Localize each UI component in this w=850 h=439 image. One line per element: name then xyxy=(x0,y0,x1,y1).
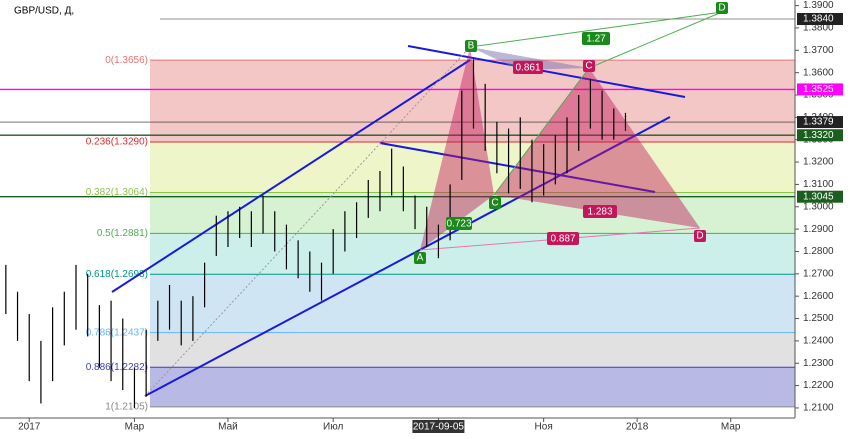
y-tick-label: 1.3200 xyxy=(803,157,834,168)
fib-label: 0.618(1.2698) xyxy=(86,269,148,280)
point-label: C xyxy=(491,198,498,209)
x-tick-label: 2018 xyxy=(626,422,649,433)
x-tick-label: Мар xyxy=(125,422,145,433)
fib-band xyxy=(150,141,795,193)
price-tag-label: 1.3320 xyxy=(803,130,834,141)
fib-label: 1(1.2105) xyxy=(105,401,148,412)
price-tag xyxy=(797,190,843,203)
fib-label: 0.236(1.3290) xyxy=(86,137,148,148)
ratio-label: 0.723 xyxy=(446,219,471,230)
fib-label: 0(1.3656) xyxy=(105,55,148,66)
y-tick-label: 1.3600 xyxy=(803,67,834,78)
fib-band xyxy=(150,367,795,407)
point-label: A xyxy=(417,253,424,264)
fib-band xyxy=(150,60,795,142)
y-tick-label: 1.3900 xyxy=(803,0,834,11)
y-tick-label: 1.3700 xyxy=(803,45,834,56)
price-tag xyxy=(797,83,843,96)
y-tick-label: 1.3800 xyxy=(803,23,834,34)
y-tick-label: 1.2100 xyxy=(803,403,834,414)
chart-title: GBP/USD, Д, xyxy=(14,6,74,17)
x-tick-label: Ноя xyxy=(535,422,553,433)
price-tag-label: 1.3525 xyxy=(803,84,834,95)
price-tag-label: 1.3045 xyxy=(803,191,834,202)
fib-label: 0.786(1.2437) xyxy=(86,327,148,338)
price-tag-label: 1.3840 xyxy=(803,14,834,25)
x-tick-label: 2017-09-05 xyxy=(413,422,465,433)
ratio-label: 0.887 xyxy=(550,234,575,245)
x-tick-label: 2017 xyxy=(18,422,41,433)
point-label: B xyxy=(468,41,475,52)
fib-band xyxy=(150,274,795,333)
fib-band xyxy=(150,192,795,234)
y-axis-bg xyxy=(795,0,850,434)
price-bars xyxy=(5,59,627,408)
y-tick-label: 1.2200 xyxy=(803,380,834,391)
fib-band xyxy=(150,332,795,368)
title-bg xyxy=(0,0,160,20)
y-tick-label: 1.3100 xyxy=(803,179,834,190)
fib-band xyxy=(150,233,795,275)
price-tag-label: 1.3379 xyxy=(803,117,834,128)
x-tick-label: Мар xyxy=(721,422,741,433)
ratio-label: 1.283 xyxy=(587,207,612,218)
fib-label: 0.886(1.2282) xyxy=(86,362,148,373)
price-tag xyxy=(797,116,843,129)
price-tag xyxy=(797,13,843,25)
x-tick-label: Июл xyxy=(323,422,343,433)
y-tick-label: 1.3000 xyxy=(803,201,834,212)
ratio-label: 1.27 xyxy=(586,34,606,45)
y-tick-label: 1.2600 xyxy=(803,291,834,302)
x-tick-label: Май xyxy=(218,422,238,433)
fib-label: 0.5(1.2881) xyxy=(97,228,148,239)
y-tick-label: 1.2900 xyxy=(803,224,834,235)
point-label: C xyxy=(585,61,592,72)
fib-label: 0.382(1.3064) xyxy=(86,187,148,198)
x-tag xyxy=(412,420,465,433)
background: 0(1.3656) 0.236(1.3290) 0.382(1.3064) 0.5(1… xyxy=(0,18,795,412)
y-tick-label: 1.2400 xyxy=(803,336,834,347)
y-tick-label: 1.2300 xyxy=(803,358,834,369)
y-tick-label: 1.2700 xyxy=(803,268,834,279)
ratio-label: 0.861 xyxy=(515,63,540,74)
y-tick-label: 1.2800 xyxy=(803,246,834,257)
point-label: D xyxy=(718,3,725,14)
price-tag xyxy=(797,129,843,142)
annotations: B C A D C D 0.861 1.27 0.887 1.283 0.723 xyxy=(414,2,728,264)
point-label: D xyxy=(696,231,703,242)
y-tick-label: 1.2500 xyxy=(803,313,834,324)
